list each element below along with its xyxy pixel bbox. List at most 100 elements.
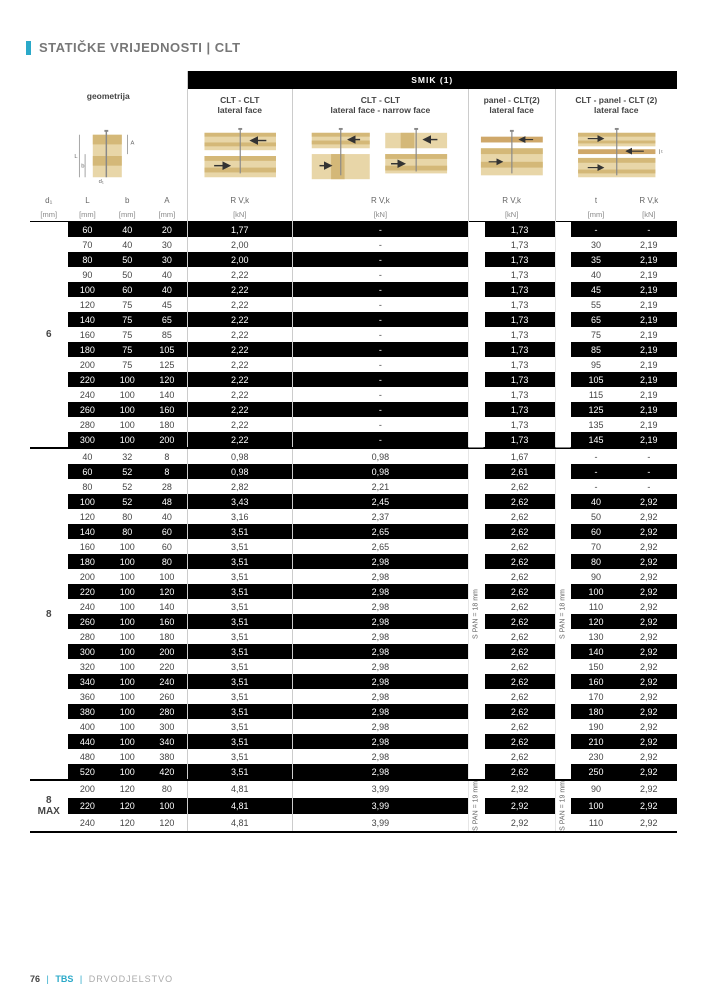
cell-L: 80 [68,479,108,494]
table-row: 2601001602,22-1,731252,19 [30,402,677,417]
cell-A: 8 [147,464,187,479]
cell-rvk3: 2,62 [485,494,555,509]
cell-rvk2: 2,65 [293,524,469,539]
table-row: 10060402,22-1,73452,19 [30,282,677,297]
spin-label-b: S PAN = 15 mm [555,222,571,449]
cell-t: 120 [571,614,620,629]
cell-rvk4: 2,92 [621,764,677,780]
cell-rvk1: 2,22 [187,342,292,357]
cell-L: 340 [68,674,108,689]
cell-L: 200 [68,569,108,584]
cell-rvk1: 3,51 [187,659,292,674]
cell-A: 80 [147,780,187,798]
cell-rvk3: 2,62 [485,509,555,524]
cell-rvk1: 3,51 [187,569,292,584]
cell-rvk1: 3,51 [187,719,292,734]
table-row: 7040302,00-1,73302,19 [30,237,677,252]
cell-rvk3: 2,62 [485,539,555,554]
cell-A: 220 [147,659,187,674]
cell-rvk2: - [293,357,469,372]
cell-rvk4: 2,92 [621,734,677,749]
cell-L: 180 [68,342,108,357]
col-A: A [147,193,187,207]
page-title: STATIČKE VRIJEDNOSTI | CLT [39,40,241,55]
cell-A: 80 [147,554,187,569]
cell-rvk1: 4,81 [187,780,292,798]
cell-A: 300 [147,719,187,734]
cell-A: 20 [147,222,187,238]
cell-b: 100 [107,689,147,704]
table-row: 12080403,162,372,62502,92 [30,509,677,524]
cell-rvk2: 2,98 [293,674,469,689]
statics-table: geometrija SMIK (1) CLT - CLT lateral fa… [30,71,677,833]
cell-rvk2: 2,21 [293,479,469,494]
cell-b: 100 [107,432,147,448]
diagram-geometry: L b A d₁ [30,121,187,193]
cell-rvk2: - [293,387,469,402]
cell-L: 80 [68,252,108,267]
cell-t: 210 [571,734,620,749]
cell-b: 52 [107,494,147,509]
cell-b: 50 [107,267,147,282]
cell-rvk4: 2,19 [621,402,677,417]
cell-A: 60 [147,539,187,554]
table-row: 3201002203,512,982,621502,92 [30,659,677,674]
cell-L: 200 [68,780,108,798]
table-row: 2001001003,512,982,62902,92 [30,569,677,584]
cell-rvk2: 2,98 [293,629,469,644]
cell-rvk4: 2,19 [621,252,677,267]
cell-rvk3: 2,62 [485,569,555,584]
svg-text:L: L [74,154,78,160]
cell-rvk3: 2,61 [485,464,555,479]
cell-A: 140 [147,387,187,402]
table-row: 9050402,22-1,73402,19 [30,267,677,282]
cell-rvk4: 2,19 [621,282,677,297]
table-row: 12075452,22-1,73552,19 [30,297,677,312]
cell-A: 30 [147,237,187,252]
cell-rvk3: 1,73 [485,387,555,402]
cell-t: 85 [571,342,620,357]
cell-rvk1: 2,22 [187,327,292,342]
cell-t: 100 [571,584,620,599]
cell-t: 130 [571,629,620,644]
cell-rvk2: 2,98 [293,704,469,719]
cell-rvk3: 2,92 [485,798,555,815]
cell-L: 260 [68,614,108,629]
cell-b: 100 [107,417,147,432]
cell-A: 420 [147,764,187,780]
cell-rvk4: 2,92 [621,524,677,539]
cell-b: 80 [107,524,147,539]
cell-A: 140 [147,599,187,614]
cell-t: 125 [571,402,620,417]
cell-rvk4: - [621,222,677,238]
cell-rvk2: - [293,432,469,448]
cell-rvk4: 2,92 [621,629,677,644]
cell-rvk2: 2,98 [293,599,469,614]
cell-rvk2: - [293,327,469,342]
cell-t: 60 [571,524,620,539]
diagram-clt-clt-narrow [293,121,469,193]
cell-b: 100 [107,584,147,599]
cell-rvk3: 1,73 [485,357,555,372]
cell-rvk4: 2,92 [621,554,677,569]
cell-rvk3: 2,62 [485,644,555,659]
cell-rvk1: 3,51 [187,614,292,629]
cell-t: 95 [571,357,620,372]
cell-b: 100 [107,674,147,689]
cell-rvk2: - [293,222,469,238]
cell-L: 140 [68,524,108,539]
unit-L: [mm] [68,207,108,222]
cell-t: 75 [571,327,620,342]
cell-rvk2: 2,65 [293,539,469,554]
cell-b: 100 [107,734,147,749]
cell-rvk3: 1,73 [485,312,555,327]
header-col1: CLT - CLT lateral face [187,89,292,121]
cell-A: 260 [147,689,187,704]
cell-rvk1: 3,51 [187,524,292,539]
spin-label-a: S PAN = 19 mm [468,780,484,832]
cell-rvk1: 2,22 [187,387,292,402]
table-row: 3401002403,512,982,621602,92 [30,674,677,689]
cell-b: 100 [107,749,147,764]
cell-L: 220 [68,584,108,599]
cell-rvk4: 2,92 [621,494,677,509]
